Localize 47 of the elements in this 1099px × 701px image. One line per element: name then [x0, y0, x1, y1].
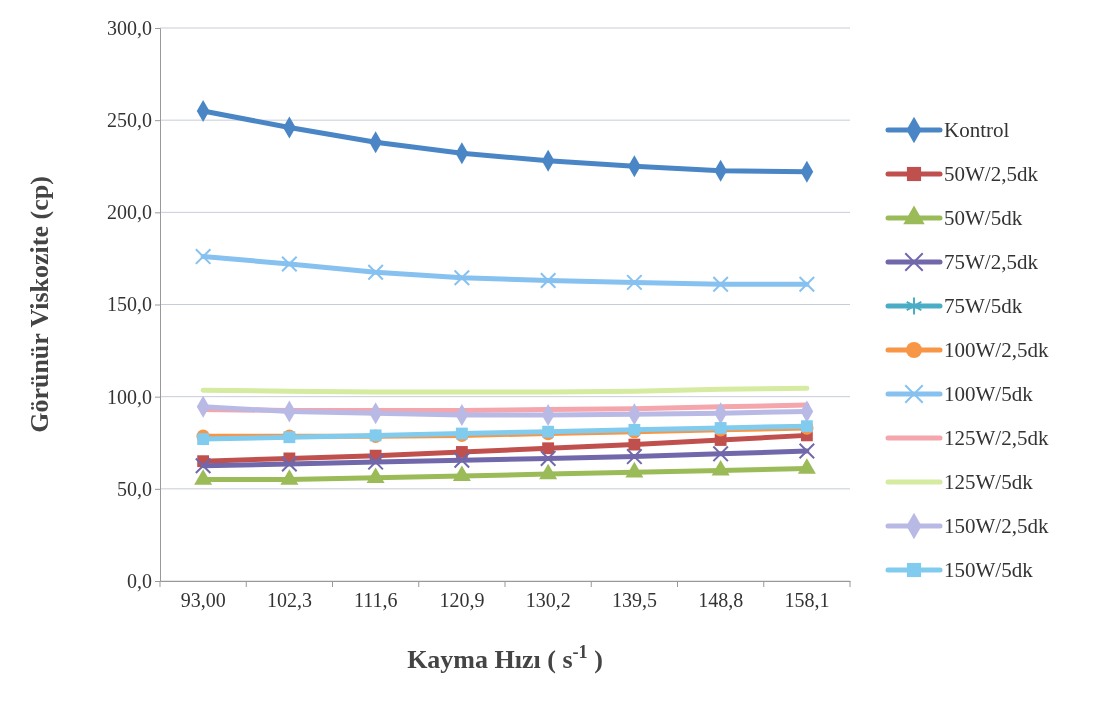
- x-tick-label: 148,8: [698, 589, 744, 612]
- point: [539, 272, 557, 289]
- legend-label: 150W/2,5dk: [944, 514, 1049, 538]
- x-tick-label: 158,1: [784, 589, 830, 612]
- x-tick-label: 102,3: [266, 589, 312, 612]
- x-tick-label: 139,5: [611, 589, 657, 612]
- point: [194, 248, 212, 265]
- y-tick-label: 0,0: [127, 569, 152, 592]
- legend-label: 75W/2,5dk: [944, 250, 1039, 274]
- x-tick-label: 120,9: [439, 589, 485, 612]
- legend-label: 150W/5dk: [944, 558, 1034, 582]
- y-tick-label: 150,0: [107, 293, 152, 316]
- point: [367, 453, 384, 471]
- legend-label: 100W/2,5dk: [944, 338, 1049, 362]
- point: [453, 269, 471, 287]
- y-tick-label: 250,0: [107, 109, 152, 132]
- point: [798, 442, 816, 460]
- point: [626, 274, 643, 291]
- point: [281, 255, 298, 273]
- legend-label: 125W/2,5dk: [944, 426, 1049, 450]
- y-tick-label: 200,0: [107, 201, 152, 224]
- legend-label: 75W/5dk: [944, 294, 1023, 318]
- y-tick-label: 100,0: [107, 385, 152, 408]
- point: [712, 275, 729, 293]
- y-tick-label: 300,0: [107, 16, 152, 39]
- point: [281, 455, 298, 473]
- point: [539, 450, 557, 467]
- legend-label: 100W/5dk: [944, 382, 1034, 406]
- point: [798, 275, 816, 293]
- point: [453, 451, 471, 469]
- x-tick-label: 93,00: [180, 589, 226, 612]
- legend-label: 125W/5dk: [944, 470, 1034, 494]
- y-axis-title: Görünür Viskozite (cp): [25, 176, 54, 433]
- legend-label: Kontrol: [944, 118, 1010, 142]
- x-axis-title: Kayma Hızı ( s$^{-1}$ ): [407, 642, 603, 674]
- x-tick-label: 130,2: [525, 589, 571, 612]
- point: [197, 433, 210, 445]
- point: [712, 445, 729, 463]
- x-tick-label: 111,6: [353, 589, 398, 612]
- point: [367, 263, 384, 281]
- legend-label: 50W/5dk: [944, 206, 1023, 230]
- point: [628, 438, 641, 451]
- point: [626, 448, 643, 465]
- point: [194, 457, 212, 475]
- legend-label: 50W/2,5dk: [944, 162, 1039, 186]
- point: [542, 442, 555, 455]
- y-tick-label: 50,0: [117, 477, 152, 500]
